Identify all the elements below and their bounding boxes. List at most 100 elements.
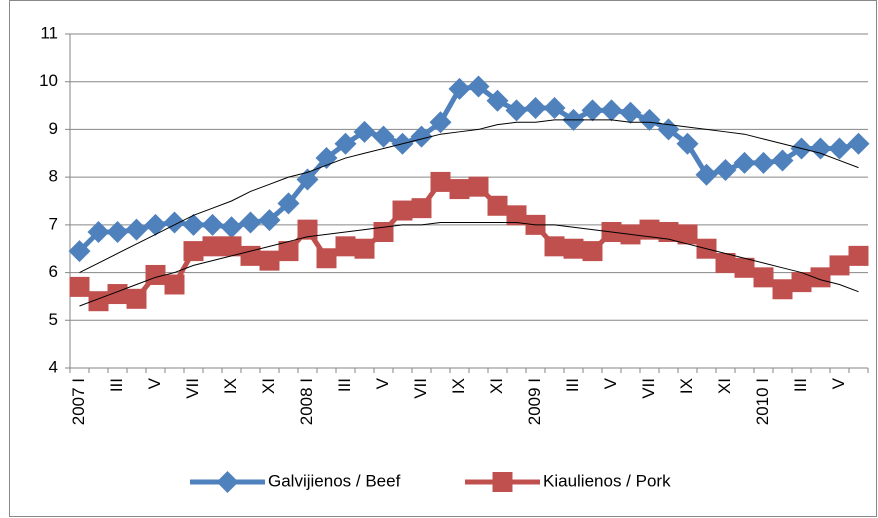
y-tick-label: 5 (49, 310, 58, 329)
marker (125, 218, 148, 241)
marker (619, 101, 642, 124)
marker (126, 288, 147, 309)
y-tick-label: 4 (49, 357, 58, 376)
y-tick-label: 9 (49, 119, 58, 138)
legend-label: Galvijienos / Beef (268, 471, 401, 490)
marker (677, 224, 698, 245)
x-tick-label: XI (259, 378, 278, 394)
y-tick-label: 7 (49, 214, 58, 233)
marker (334, 132, 357, 155)
y-tick-label: 6 (49, 262, 58, 281)
marker (201, 213, 224, 236)
marker (847, 132, 870, 155)
marker (353, 120, 376, 143)
marker (449, 179, 470, 200)
marker (734, 257, 755, 278)
marker (771, 149, 794, 172)
marker (791, 272, 812, 293)
marker (467, 75, 490, 98)
marker (486, 89, 509, 112)
x-tick-label: 2007 I (69, 378, 88, 425)
x-tick-label: 2009 I (525, 378, 544, 425)
x-tick-label: V (373, 377, 392, 389)
x-tick-label: V (829, 377, 848, 389)
marker (182, 213, 205, 236)
x-tick-label: IX (449, 378, 468, 394)
marker (259, 250, 280, 271)
marker (183, 241, 204, 262)
marker (487, 195, 508, 216)
marker (258, 209, 281, 232)
marker (563, 238, 584, 259)
marker (809, 137, 832, 160)
x-tick-label: IX (677, 378, 696, 394)
x-tick-label: V (145, 377, 164, 389)
marker (164, 274, 185, 295)
x-tick-label: 2008 I (297, 378, 316, 425)
marker (107, 284, 128, 305)
marker (848, 245, 869, 266)
marker (639, 219, 660, 240)
trend-line (79, 119, 859, 274)
marker (220, 216, 243, 239)
marker (316, 248, 337, 269)
marker (752, 151, 775, 174)
marker (828, 137, 851, 160)
marker (392, 200, 413, 221)
trend-line (79, 221, 859, 307)
x-tick-label: VII (639, 378, 658, 399)
marker (753, 267, 774, 288)
x-tick-label: V (601, 377, 620, 389)
marker (373, 222, 394, 243)
marker (543, 96, 566, 119)
marker (372, 125, 395, 148)
marker (524, 96, 547, 119)
legend-label: Kiaulienos / Pork (543, 471, 671, 490)
marker (411, 198, 432, 219)
marker (430, 171, 451, 192)
x-tick-label: 2010 I (753, 378, 772, 425)
legend-marker (492, 472, 513, 492)
marker (544, 236, 565, 257)
y-tick-label: 10 (39, 71, 58, 90)
marker (277, 192, 300, 215)
marker (69, 276, 90, 297)
x-tick-label: IX (221, 378, 240, 394)
y-tick-label: 8 (49, 167, 58, 186)
marker (68, 240, 91, 263)
marker (581, 99, 604, 122)
marker (410, 125, 433, 148)
marker (297, 219, 318, 240)
marker (506, 205, 527, 226)
marker (829, 255, 850, 276)
x-tick-label: VII (183, 378, 202, 399)
marker (240, 245, 261, 266)
marker (810, 267, 831, 288)
x-tick-label: III (335, 378, 354, 392)
marker (772, 279, 793, 300)
marker (658, 222, 679, 243)
marker (144, 213, 167, 236)
marker (354, 238, 375, 259)
x-tick-label: XI (715, 378, 734, 394)
marker (145, 264, 166, 285)
x-tick-label: III (107, 378, 126, 392)
marker (221, 236, 242, 257)
legend-marker (216, 471, 239, 493)
marker (715, 253, 736, 274)
marker (88, 291, 109, 312)
x-tick-label: III (563, 378, 582, 392)
marker (239, 211, 262, 234)
marker (87, 221, 110, 244)
x-tick-label: VII (411, 378, 430, 399)
marker (676, 132, 699, 155)
marker (505, 99, 528, 122)
marker (733, 151, 756, 174)
marker (582, 241, 603, 262)
marker (468, 176, 489, 197)
marker (278, 241, 299, 262)
marker (638, 108, 661, 131)
y-tick-label: 11 (40, 23, 58, 42)
marker (695, 163, 718, 186)
